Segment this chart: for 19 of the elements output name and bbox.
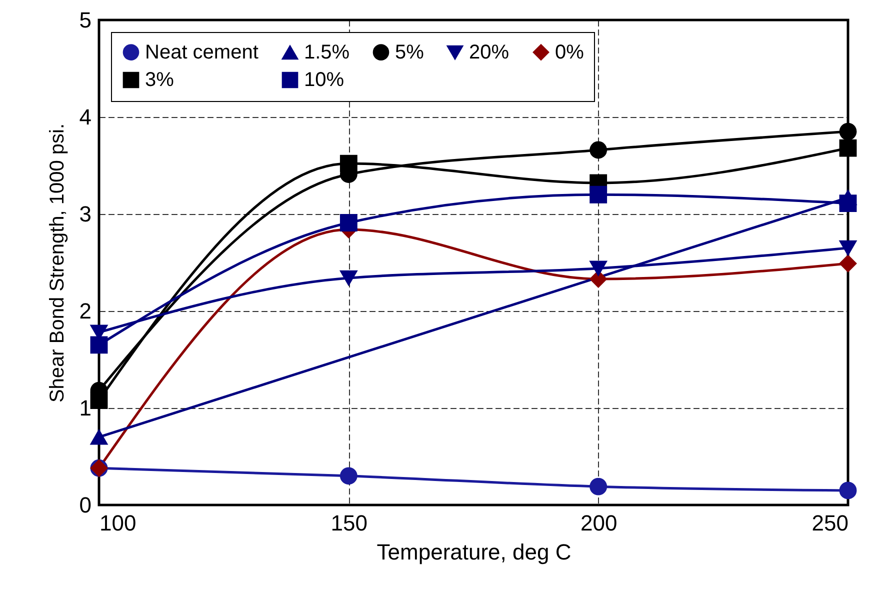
y-tick-label: 3 [79, 202, 92, 226]
legend-label: 1.5% [304, 42, 350, 64]
x-tick-label: 100 [100, 510, 136, 536]
legend-label: 20% [469, 42, 510, 64]
x-tick-label: 200 [580, 510, 618, 536]
y-tick-label: 5 [79, 8, 92, 32]
y-tick-label: 1 [79, 396, 92, 420]
x-tick-label: 250 [812, 510, 848, 536]
y-tick-label: 4 [79, 104, 92, 130]
legend-label: 10% [304, 69, 344, 91]
y-tick-label: 0 [79, 492, 92, 518]
legend-label: Neat cement [145, 41, 259, 64]
legend-label: 3% [145, 69, 174, 91]
legend-label: 5% [395, 41, 424, 64]
y-axis-title: Shear Bond Strength, 1000 psi. [46, 123, 68, 403]
legend-label: 0% [555, 41, 584, 64]
x-tick-label: 150 [330, 510, 368, 536]
x-axis-title: Temperature, deg C [376, 540, 572, 564]
y-tick-label: 2 [79, 298, 92, 324]
